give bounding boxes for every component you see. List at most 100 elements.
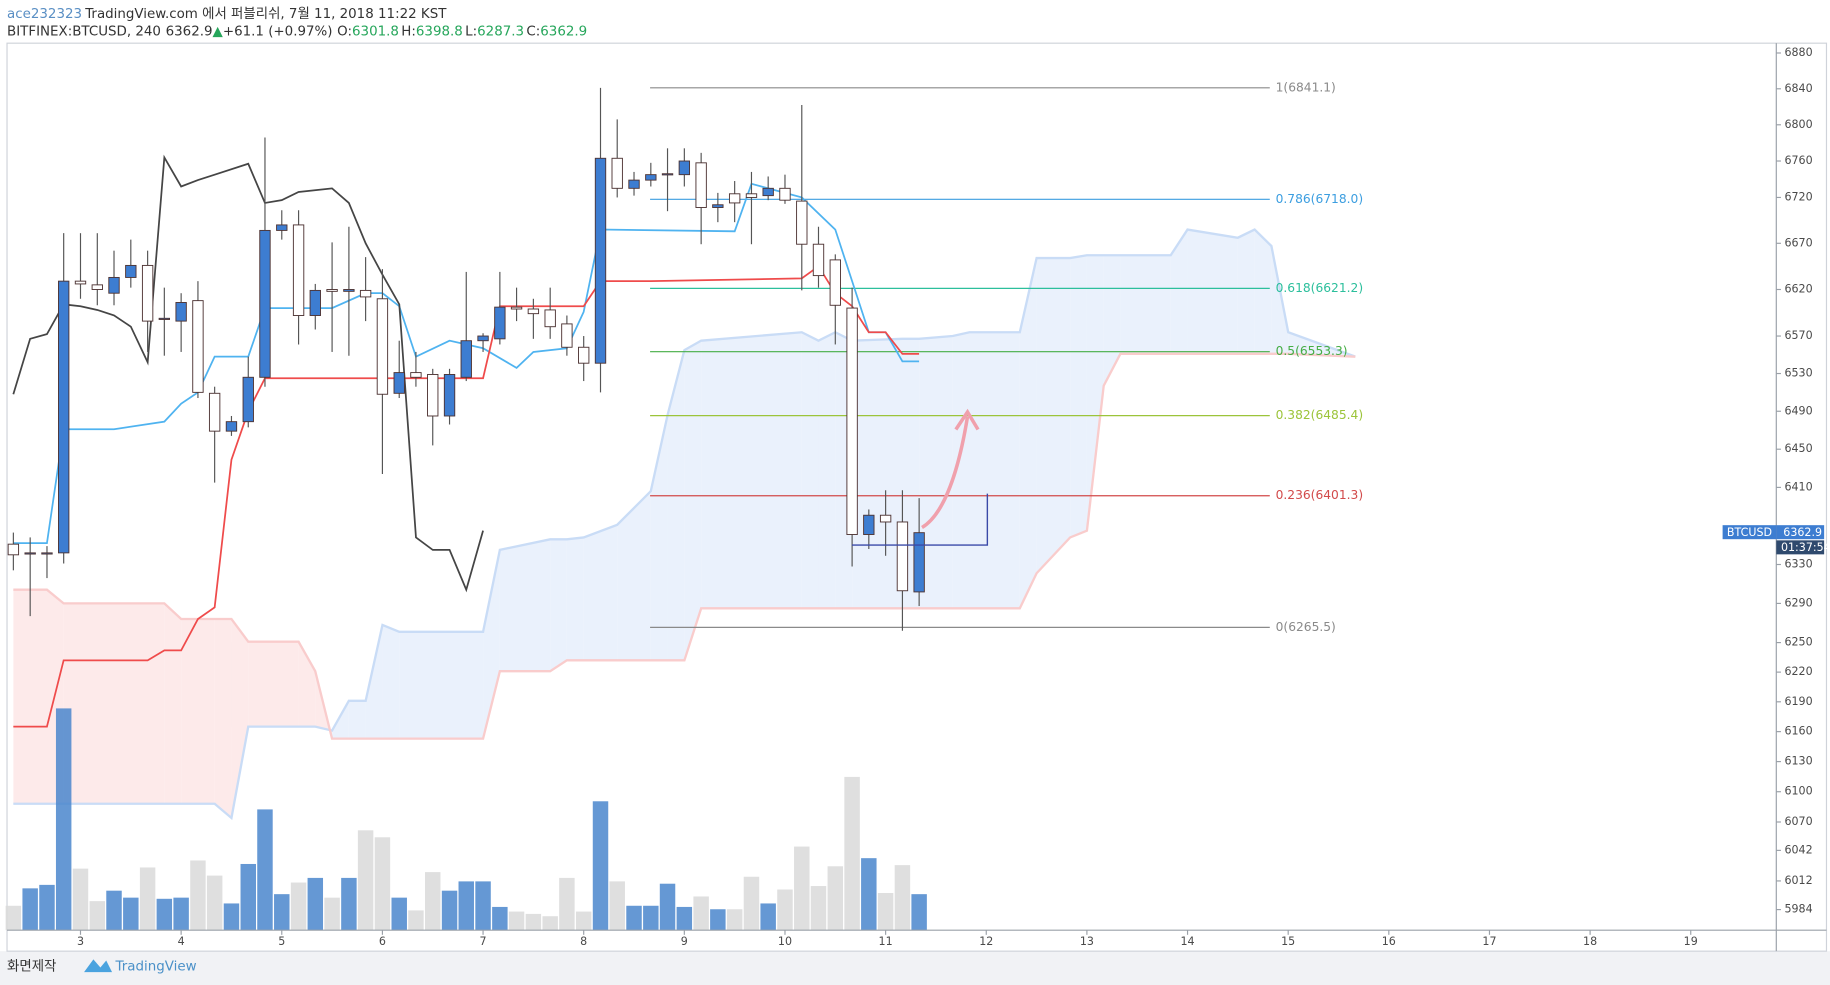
candle-body <box>561 323 573 348</box>
candle-body <box>863 514 875 535</box>
volume-bar <box>106 890 122 931</box>
last-price: 6362.9 <box>166 25 213 40</box>
countdown: 01:37:54 <box>1781 541 1830 554</box>
cloud-layer <box>13 228 1356 821</box>
cloud-fill <box>248 641 299 727</box>
candle-body <box>309 289 321 316</box>
volume-bar <box>508 911 525 931</box>
volume-bar <box>575 911 592 931</box>
x-tick-label: 14 <box>1180 935 1194 948</box>
fib-label: 1(6841.1) <box>1276 80 1336 94</box>
cloud-fill <box>617 491 651 661</box>
volume-bar <box>659 883 676 931</box>
y-tick-label: 6330 <box>1784 558 1812 571</box>
volume-bar <box>525 913 542 931</box>
axis-layer: 6880684068006760672066706620657065306490… <box>7 43 1827 952</box>
cloud-fill <box>1070 255 1087 538</box>
volume-bar <box>676 906 693 931</box>
cloud-fill <box>382 624 400 739</box>
candle-body <box>628 179 640 189</box>
fib-label: 0.382(6485.4) <box>1276 408 1364 422</box>
cloud-fill <box>667 350 685 661</box>
candle-body <box>661 173 674 176</box>
volume-bar <box>592 801 609 931</box>
volume-bar <box>22 888 38 931</box>
cloud-fill <box>348 700 366 739</box>
x-tick-label: 9 <box>681 935 688 948</box>
y-tick-label: 6800 <box>1784 118 1812 131</box>
volume-bar <box>643 905 659 931</box>
candle-body <box>259 229 271 378</box>
candle-body <box>276 224 288 231</box>
cloud-span-b <box>13 352 1356 740</box>
candle-body <box>125 264 137 278</box>
volume-bar <box>123 897 139 931</box>
volume-bar <box>794 846 810 931</box>
ohlc-value: 6301.8 <box>352 25 399 40</box>
y-tick-label: 6410 <box>1784 480 1812 493</box>
x-tick-label: 15 <box>1281 935 1295 948</box>
x-tick-label: 5 <box>278 935 285 948</box>
candle-body <box>158 317 171 320</box>
symbol: BITFINEX:BTCUSD, 240 <box>7 25 161 40</box>
y-tick-label: 6760 <box>1784 154 1812 167</box>
candle-body <box>695 162 707 208</box>
candle-body <box>678 160 691 176</box>
volume-bar <box>743 876 760 931</box>
y-tick-label: 6160 <box>1784 725 1812 738</box>
candle-body <box>594 157 607 364</box>
volume-bar <box>408 910 424 931</box>
volume-bar <box>726 909 743 931</box>
y-tick-label: 6530 <box>1784 367 1812 380</box>
candle-body <box>745 193 758 198</box>
candle-body <box>242 376 254 423</box>
ohlc-value: 6362.9 <box>540 25 587 40</box>
x-tick-label: 7 <box>480 935 487 948</box>
volume-bar <box>89 901 106 931</box>
volume-bar <box>55 708 72 931</box>
cloud-fill <box>164 603 182 804</box>
cloud-fill <box>399 631 484 739</box>
volume-bar <box>492 906 508 931</box>
y-tick-label: 6490 <box>1784 404 1812 417</box>
ohlc-label: H: <box>401 25 416 40</box>
author: ace232323 <box>7 7 82 22</box>
fib-label: 0.786(6718.0) <box>1276 192 1364 206</box>
volume-bar <box>307 877 324 931</box>
candle-body <box>544 309 556 328</box>
cloud-fill <box>1170 229 1188 354</box>
candle-body <box>846 307 858 535</box>
cloud-fill <box>1187 229 1238 354</box>
y-tick-label: 6250 <box>1784 636 1812 649</box>
candle-body <box>192 300 204 393</box>
candle-body <box>175 302 187 322</box>
volume-bar <box>341 877 357 931</box>
y-tick-label: 6450 <box>1784 442 1812 455</box>
cloud-fill <box>1019 258 1037 609</box>
y-tick-label: 6100 <box>1784 785 1812 798</box>
candle-body <box>812 243 825 277</box>
candle-body <box>712 204 724 208</box>
candle-body <box>58 280 70 554</box>
cloud-fill <box>852 338 903 609</box>
fib-label: 0(6265.5) <box>1276 620 1336 634</box>
volume-bar <box>39 884 55 931</box>
cloud-fill <box>1237 229 1255 354</box>
change: +61.1 (+0.97%) <box>223 25 333 40</box>
candle-body <box>527 308 540 315</box>
x-tick-label: 17 <box>1482 935 1496 948</box>
cloud-fill <box>701 332 802 609</box>
cloud-fill <box>499 539 551 672</box>
candle-body <box>796 200 808 245</box>
ohlc-label: L: <box>465 25 477 40</box>
symbol-line: BITFINEX:BTCUSD, 240 6362.9▲+61.1 (+0.97%… <box>7 25 587 40</box>
fib-layer: 1(6841.1) 0.786(6718.0) 0.618(6621.2) 0.5(6… <box>650 80 1363 634</box>
volume-bar <box>156 898 173 931</box>
y-tick-label: 6290 <box>1784 596 1812 609</box>
price-badge <box>1776 525 1825 540</box>
x-tick-label: 12 <box>979 935 993 948</box>
volume-bar <box>458 881 474 931</box>
candle-body <box>225 421 238 432</box>
candle-body <box>728 193 741 204</box>
volume-bar <box>374 837 391 931</box>
